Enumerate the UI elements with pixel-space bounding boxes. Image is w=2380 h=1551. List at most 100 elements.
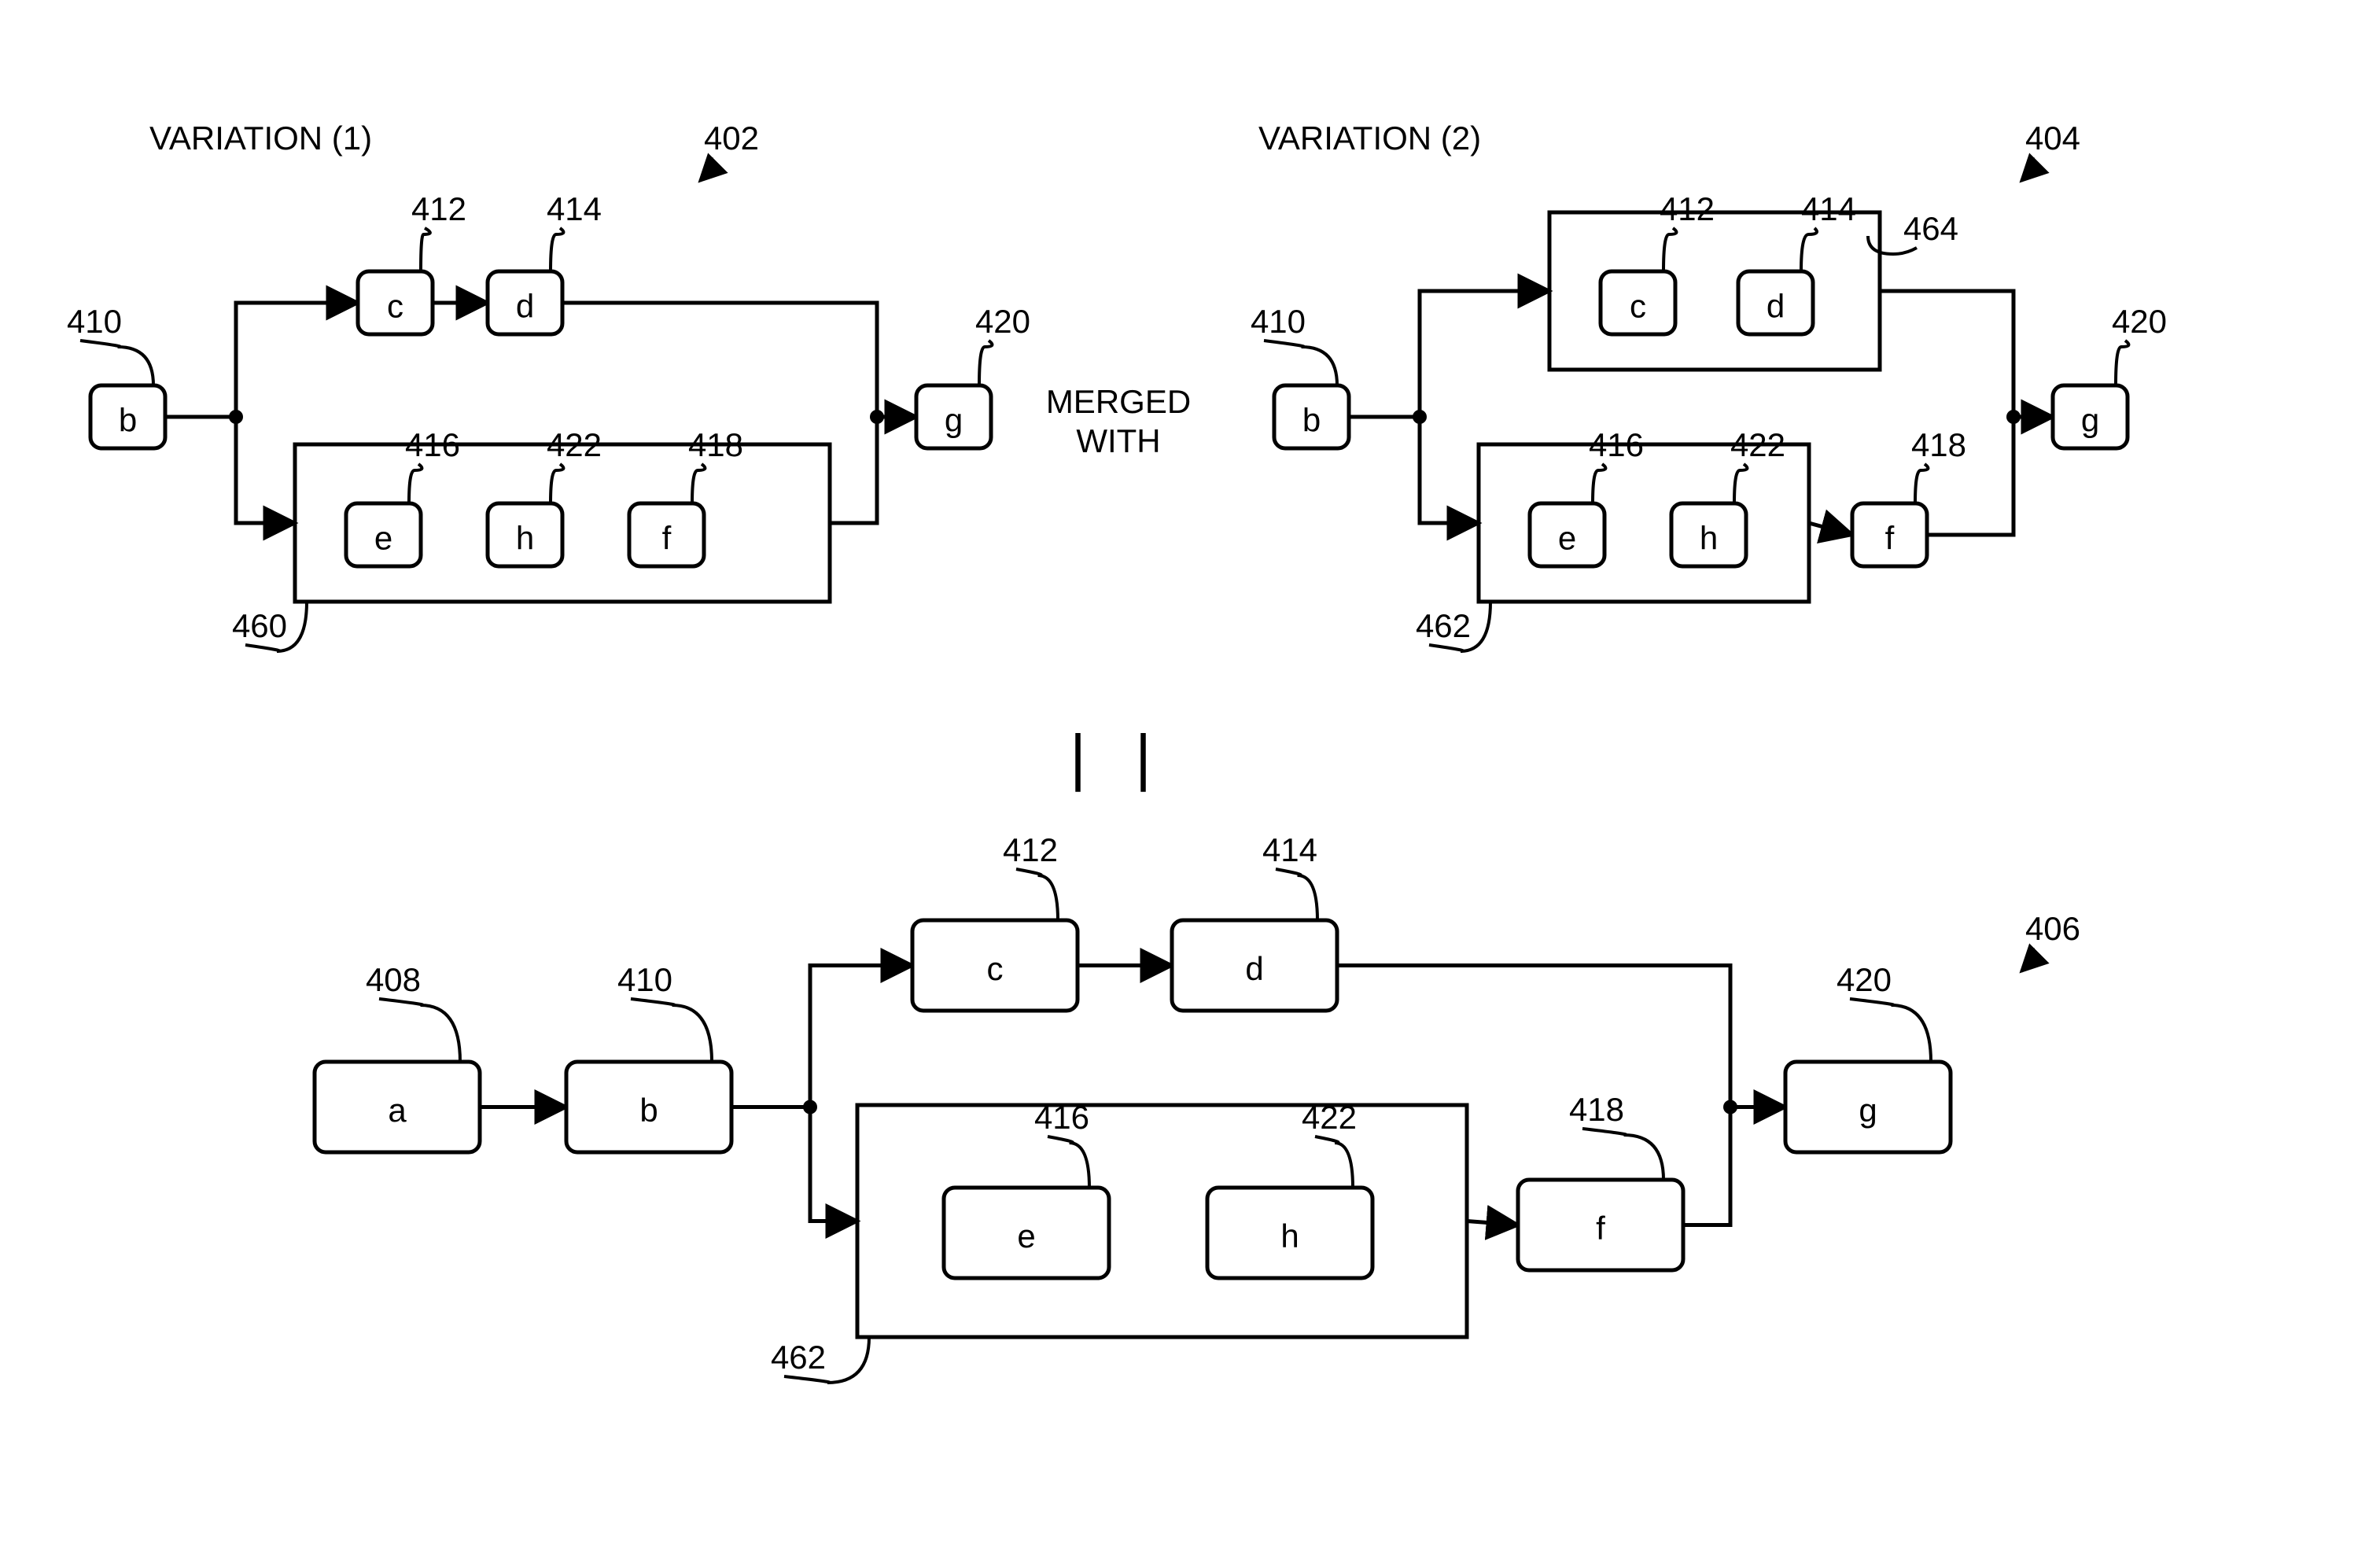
v3-node-h-label: h [1280,1218,1299,1254]
v2-ref-414: 414 [1801,190,1856,271]
v1-node-d-label: d [516,288,534,325]
merged-with-label: MERGED [1046,383,1191,420]
v3-ref-422: 422 [1302,1099,1357,1188]
svg-text:410: 410 [67,303,122,340]
v2-node-h-label: h [1700,520,1718,557]
v3-ref-420: 420 [1837,961,1931,1062]
v2-node-b: b [1274,385,1349,448]
v1-node-b-label: b [119,402,137,439]
v3-node-b: b [566,1062,731,1152]
ref-462-v2: 462 [1416,602,1490,651]
v1-node-b: b [90,385,165,448]
v2-node-g-label: g [2081,402,2099,439]
v2-ref-422: 422 [1730,426,1785,503]
v3-node-e-label: e [1017,1218,1035,1254]
v3-node-d: d [1172,920,1337,1011]
v1-ref-422: 422 [547,426,602,503]
v3-node-c: c [912,920,1078,1011]
svg-text:402: 402 [704,120,759,157]
edge [236,303,358,417]
svg-text:422: 422 [1302,1099,1357,1136]
v2-node-c: c [1601,271,1675,334]
ref-460: 460 [232,602,307,651]
v1-ref-416: 416 [405,426,460,503]
edge [1420,291,1549,417]
v2-ref-410: 410 [1251,303,1337,385]
svg-text:420: 420 [2112,303,2167,340]
v3-ref-418: 418 [1569,1091,1663,1180]
svg-text:404: 404 [2025,120,2080,157]
v2-node-h: h [1671,503,1746,566]
v1-node-g-label: g [945,402,963,439]
edge [236,417,295,523]
variation-2-title: VARIATION (2) [1258,120,1481,157]
svg-text:414: 414 [1801,190,1856,227]
v3-ref-410: 410 [617,961,712,1062]
ref-404: 404 [2021,120,2080,181]
v3-node-h: h [1207,1188,1372,1278]
ref-462-v3: 462 [771,1337,869,1383]
edge [1809,523,1852,535]
v2-ref-420: 420 [2112,303,2167,385]
v1-node-h-label: h [516,520,534,557]
v2-node-f: f [1852,503,1927,566]
v2-node-f-label: f [1885,520,1895,557]
edge [1467,1221,1518,1225]
v1-node-c-label: c [387,288,403,325]
svg-text:414: 414 [1262,831,1317,868]
v2-node-e-label: e [1558,520,1576,557]
svg-text:414: 414 [547,190,602,227]
svg-text:462: 462 [1416,607,1471,644]
svg-text:406: 406 [2025,910,2080,947]
v2-ref-412: 412 [1660,190,1715,271]
svg-text:462: 462 [771,1339,826,1376]
v3-node-c-label: c [987,950,1004,987]
ref-406: 406 [2021,910,2080,971]
svg-text:422: 422 [547,426,602,463]
v3-node-g: g [1785,1062,1951,1152]
v2-node-d: d [1738,271,1813,334]
v1-ref-418: 418 [688,426,743,503]
v2-ref-418: 418 [1911,426,1966,503]
v3-node-a-label: a [388,1092,407,1129]
v3-ref-416: 416 [1034,1099,1089,1188]
v2-node-c-label: c [1630,288,1646,325]
svg-text:460: 460 [232,607,287,644]
svg-text:416: 416 [405,426,460,463]
edge [1880,291,2013,417]
svg-text:422: 422 [1730,426,1785,463]
svg-text:464: 464 [1903,210,1958,247]
svg-text:416: 416 [1034,1099,1089,1136]
edge [810,1107,857,1221]
v3-node-e: e [944,1188,1109,1278]
v3-ref-414: 414 [1262,831,1317,920]
v3-node-a: a [315,1062,480,1152]
equals-symbol: | | [1070,722,1167,792]
merged-with-label-2: WITH [1076,422,1160,459]
v1-node-e: e [346,503,421,566]
v1-ref-410: 410 [67,303,153,385]
v1-node-c: c [358,271,433,334]
v2-node-b-label: b [1302,402,1321,439]
v1-node-h: h [488,503,562,566]
ref-402: 402 [700,120,759,181]
v3-node-g-label: g [1859,1092,1877,1129]
v1-node-e-label: e [374,520,392,557]
svg-text:416: 416 [1589,426,1644,463]
svg-text:410: 410 [1251,303,1306,340]
v2-ref-416: 416 [1589,426,1644,503]
v1-node-f-label: f [662,520,672,557]
edge [830,417,877,523]
svg-text:418: 418 [688,426,743,463]
edge [1420,417,1479,523]
svg-text:418: 418 [1569,1091,1624,1128]
v1-ref-414: 414 [547,190,602,271]
edge [810,966,912,1107]
v1-ref-412: 412 [411,190,466,271]
v3-ref-412: 412 [1003,831,1058,920]
svg-text:408: 408 [366,961,421,998]
v1-node-f: f [629,503,704,566]
v2-node-g: g [2053,385,2128,448]
v3-node-f-label: f [1596,1210,1605,1247]
svg-text:412: 412 [1003,831,1058,868]
